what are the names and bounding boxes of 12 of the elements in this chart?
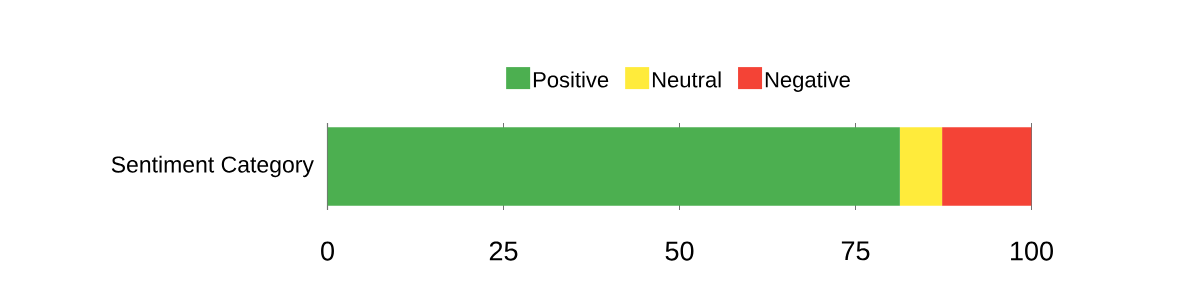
legend-label: Positive	[533, 71, 609, 88]
x-tick-label: 100	[1011, 241, 1053, 261]
bar	[899, 127, 943, 206]
x-tick-label: 25	[489, 241, 518, 261]
legend-label: Neutral	[652, 71, 721, 88]
y-tick-label: Sentiment Category	[111, 155, 314, 178]
x-tick-label: 0	[321, 241, 334, 261]
x-tick-label: 75	[841, 241, 870, 261]
x-tick-label: 50	[665, 241, 694, 261]
bar	[942, 127, 1032, 206]
bar	[327, 127, 900, 206]
legend-label: Negative	[765, 71, 850, 92]
